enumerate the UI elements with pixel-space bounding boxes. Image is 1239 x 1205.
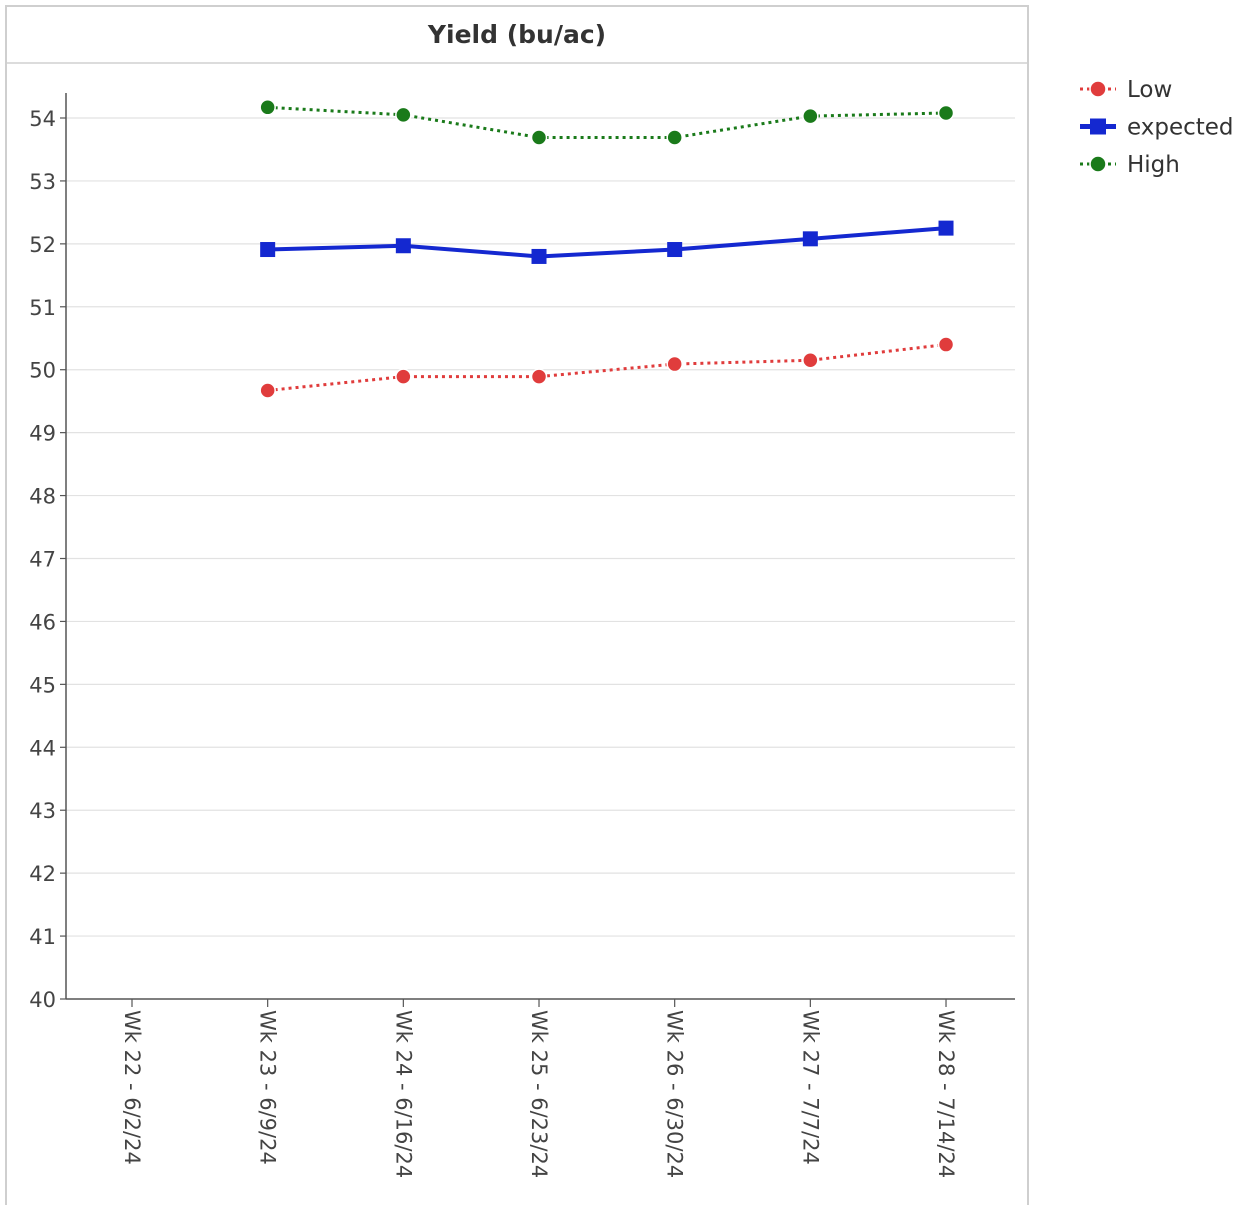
y-tick-label: 52: [29, 233, 56, 257]
x-tick-label: Wk 28 - 7/14/24: [934, 1010, 958, 1178]
data-point[interactable]: [531, 248, 547, 264]
data-point[interactable]: [666, 355, 683, 373]
data-point[interactable]: [260, 242, 276, 258]
data-point[interactable]: [802, 352, 819, 369]
data-point[interactable]: [395, 368, 412, 385]
chart-panel: [5, 5, 1029, 1205]
y-tick-label: 49: [29, 422, 56, 446]
legend-item-low[interactable]: Low: [1080, 77, 1172, 103]
data-point[interactable]: [259, 382, 276, 399]
series-high: [259, 99, 955, 146]
data-point[interactable]: [259, 99, 276, 116]
legend-marker: [1089, 80, 1107, 98]
data-point[interactable]: [530, 129, 548, 146]
data-point[interactable]: [530, 368, 548, 385]
data-point[interactable]: [395, 238, 411, 254]
legend-label: expected: [1127, 115, 1234, 141]
data-point[interactable]: [802, 107, 819, 125]
legend: Low expected High: [1080, 77, 1234, 178]
data-point[interactable]: [395, 106, 412, 124]
y-tick-label: 41: [29, 925, 56, 949]
series-line: [267, 226, 947, 259]
data-point[interactable]: [938, 220, 954, 236]
y-tick-label: 47: [29, 548, 56, 572]
y-tick-label: 46: [29, 610, 56, 634]
series-line: [267, 343, 947, 392]
x-tick-label: Wk 27 - 7/7/24: [798, 1010, 822, 1165]
axes: 40 41 42 43 44 45 46 47 48 49 50 51 52 53 54 Wk 22 - 6/…: [29, 93, 1015, 1178]
y-tick-label: 43: [29, 799, 56, 823]
series-group: [259, 99, 955, 399]
legend-label: Low: [1127, 77, 1172, 103]
data-point[interactable]: [802, 231, 818, 247]
x-tick-label: Wk 24 - 6/16/24: [391, 1010, 415, 1178]
data-point[interactable]: [667, 242, 683, 258]
x-tick-label: Wk 25 - 6/23/24: [527, 1010, 551, 1178]
y-tick-label: 51: [29, 296, 56, 320]
x-tick-label: Wk 26 - 6/30/24: [663, 1010, 687, 1178]
data-point[interactable]: [666, 129, 683, 146]
y-tick-label: 40: [29, 988, 56, 1012]
legend-item-high[interactable]: High: [1080, 152, 1180, 178]
y-tick-label: 45: [29, 673, 56, 697]
chart-title: Yield (bu/ac): [427, 20, 606, 49]
x-tick-label: Wk 23 - 6/9/24: [256, 1010, 280, 1165]
data-point[interactable]: [937, 104, 955, 122]
data-point[interactable]: [937, 336, 955, 353]
gridlines: [66, 117, 1015, 937]
x-tick-label: Wk 22 - 6/2/24: [120, 1010, 144, 1165]
legend-item-expected[interactable]: expected: [1080, 115, 1234, 141]
legend-marker: [1090, 118, 1106, 135]
y-tick-label: 44: [29, 736, 56, 760]
y-tick-label: 42: [29, 862, 56, 886]
series-low: [259, 336, 955, 399]
legend-marker: [1089, 155, 1107, 173]
y-tick-label: 50: [29, 359, 56, 383]
series-expected: [260, 220, 954, 264]
y-tick-label: 53: [29, 170, 56, 194]
legend-label: High: [1127, 152, 1180, 178]
y-tick-label: 48: [29, 485, 56, 509]
y-tick-label: 54: [29, 107, 56, 131]
series-line: [267, 105, 947, 140]
